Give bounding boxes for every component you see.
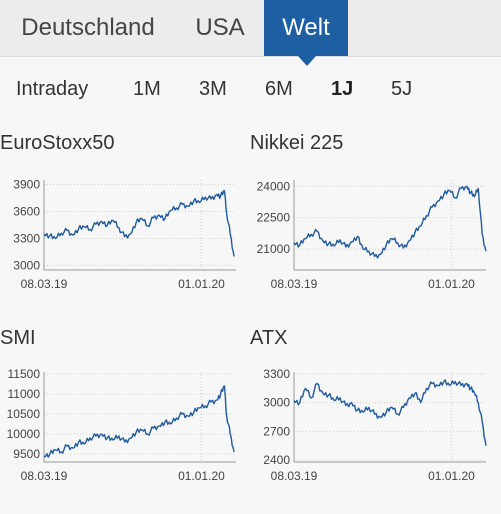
x-tick-label: 08.03.19 xyxy=(21,469,68,483)
y-tick-label: 3000 xyxy=(263,396,290,410)
range-tab-6m[interactable]: 6M xyxy=(265,78,293,100)
range-tab-1j[interactable]: 1J xyxy=(331,78,354,100)
x-tick-label: 08.03.19 xyxy=(21,277,68,291)
range-tab-1m[interactable]: 1M xyxy=(133,78,161,100)
x-tick-label: 01.01.20 xyxy=(428,469,475,483)
chart-title-nikkei-225[interactable]: Nikkei 225 xyxy=(250,132,344,154)
y-tick-label: 11000 xyxy=(8,387,41,401)
series-line xyxy=(293,379,487,446)
y-tick-label: 10500 xyxy=(7,407,41,421)
series-line xyxy=(293,185,487,259)
chart-smi[interactable]: 11500 11000 10500 10000 9500 08.03.19 01.01.20 xyxy=(0,362,250,492)
x-tick-label: 08.03.19 xyxy=(271,469,318,483)
chart-atx[interactable]: 3300 3000 2700 2400 08.03.19 01.01.20 xyxy=(250,362,500,492)
y-tick-label: 3300 xyxy=(263,367,290,381)
y-tick-label: 2400 xyxy=(263,453,290,467)
region-tab-bar: Deutschland USA Welt xyxy=(0,0,501,57)
tab-deutschland[interactable]: Deutschland xyxy=(21,14,155,41)
y-tick-label: 11500 xyxy=(8,367,41,381)
tab-welt[interactable]: Welt xyxy=(264,0,348,56)
x-tick-label: 01.01.20 xyxy=(428,277,475,291)
y-tick-label: 24000 xyxy=(257,179,291,193)
chart-title-eurostoxx50[interactable]: EuroStoxx50 xyxy=(0,132,115,154)
y-tick-label: 22500 xyxy=(257,211,291,225)
range-tab-5j[interactable]: 5J xyxy=(391,78,413,100)
y-tick-label: 3300 xyxy=(13,232,40,246)
series-line xyxy=(43,385,235,458)
range-tab-intraday[interactable]: Intraday xyxy=(16,78,89,100)
chart-title-smi[interactable]: SMI xyxy=(0,327,36,349)
x-tick-label: 01.01.20 xyxy=(178,469,225,483)
y-tick-label: 3900 xyxy=(13,178,40,192)
range-tab-3m[interactable]: 3M xyxy=(199,78,227,100)
chart-title-atx[interactable]: ATX xyxy=(250,327,288,349)
y-tick-label: 10000 xyxy=(7,427,41,441)
y-tick-label: 3600 xyxy=(13,205,40,219)
chart-nikkei-225[interactable]: 24000 22500 21000 08.03.19 01.01.20 xyxy=(250,170,500,300)
chart-eurostoxx50[interactable]: 3900 3600 3300 3000 08.03.19 01.01.20 xyxy=(0,170,250,300)
y-tick-label: 21000 xyxy=(257,242,291,256)
y-tick-label: 2700 xyxy=(263,424,290,438)
x-tick-label: 01.01.20 xyxy=(178,277,225,291)
series-line xyxy=(43,190,235,257)
y-tick-label: 3000 xyxy=(13,259,40,273)
y-tick-label: 9500 xyxy=(13,447,40,461)
tab-usa[interactable]: USA xyxy=(195,14,245,41)
x-tick-label: 08.03.19 xyxy=(271,277,318,291)
active-tab-pointer xyxy=(298,56,316,66)
